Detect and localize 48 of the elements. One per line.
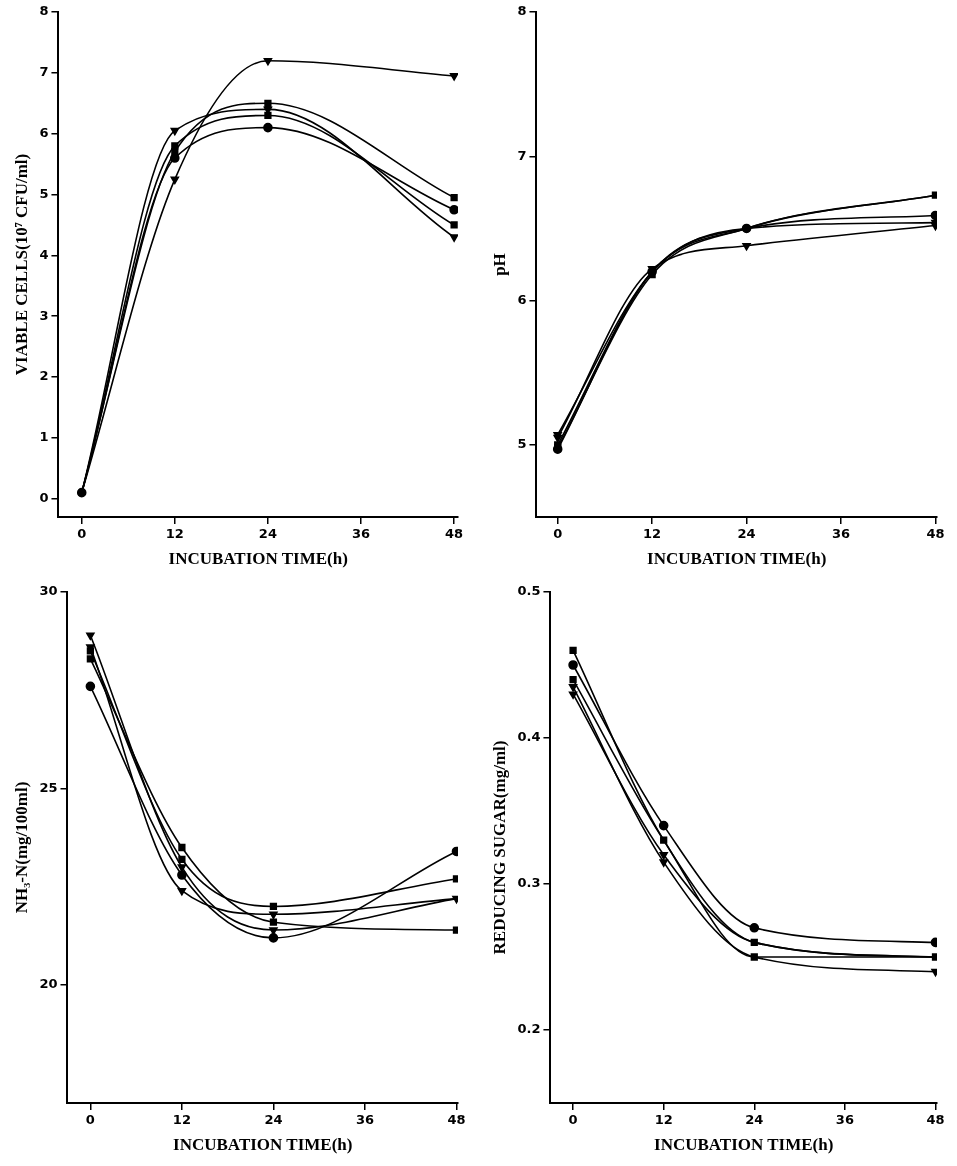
y-tick-label: 7: [517, 147, 527, 163]
y-tick-label: 0.4: [517, 729, 541, 745]
y-tick-label: 25: [39, 779, 58, 795]
x-tick-label: 36: [351, 526, 371, 542]
y-tick-label: 0: [39, 490, 49, 506]
y-tick-label: 0.3: [517, 875, 541, 891]
x-axis-title: INCUBATION TIME(h): [173, 1135, 353, 1155]
x-tick-label: 0: [77, 526, 87, 542]
y-tick-label: 8: [39, 3, 49, 19]
x-axis-title: INCUBATION TIME(h): [647, 549, 827, 569]
x-tick-label: 12: [165, 526, 184, 542]
y-tick-label: 6: [39, 125, 49, 141]
y-tick-label: 6: [517, 291, 527, 307]
y-tick-label: 1: [39, 429, 49, 445]
y-axis-title: VIABLE CELLS(10⁷ CFU/ml): [11, 153, 31, 376]
x-tick-label: 12: [643, 526, 662, 542]
x-tick-label: 24: [737, 526, 756, 542]
x-tick-label: 0: [553, 526, 563, 542]
x-tick-label: 48: [926, 1112, 945, 1128]
x-tick-label: 48: [447, 1112, 466, 1128]
x-tick-label: 36: [355, 1112, 374, 1128]
y-tick-label: 4: [39, 246, 49, 262]
y-tick-label: 20: [39, 976, 58, 992]
x-tick-label: 12: [654, 1112, 673, 1128]
y-tick-label: 2: [39, 368, 49, 384]
x-tick-label: 12: [172, 1112, 191, 1128]
x-tick-label: 24: [745, 1112, 764, 1128]
x-tick-label: 36: [835, 1112, 854, 1128]
x-tick-label: 0: [85, 1112, 95, 1128]
y-tick-label: 7: [39, 64, 49, 80]
x-tick-label: 24: [258, 526, 277, 542]
y-axis-title: pH: [489, 253, 509, 276]
x-tick-label: 0: [568, 1112, 578, 1128]
y-tick-label: 30: [39, 583, 58, 599]
x-tick-label: 36: [831, 526, 851, 542]
x-axis-title: INCUBATION TIME(h): [654, 1135, 834, 1155]
x-tick-label: 48: [926, 526, 945, 542]
y-axis-title: NH₃-N(mg/100ml): [11, 781, 31, 914]
y-tick-label: 3: [39, 307, 49, 323]
y-tick-label: 0.5: [517, 583, 541, 599]
y-tick-label: 5: [517, 436, 527, 452]
y-axis-title: REDUCING SUGAR(mg/ml): [489, 740, 509, 955]
y-tick-label: 0.2: [517, 1021, 541, 1037]
x-tick-label: 48: [445, 526, 464, 542]
x-tick-label: 24: [264, 1112, 283, 1128]
x-axis-title: INCUBATION TIME(h): [168, 549, 348, 569]
y-tick-label: 8: [517, 3, 527, 19]
y-tick-label: 5: [39, 185, 49, 201]
